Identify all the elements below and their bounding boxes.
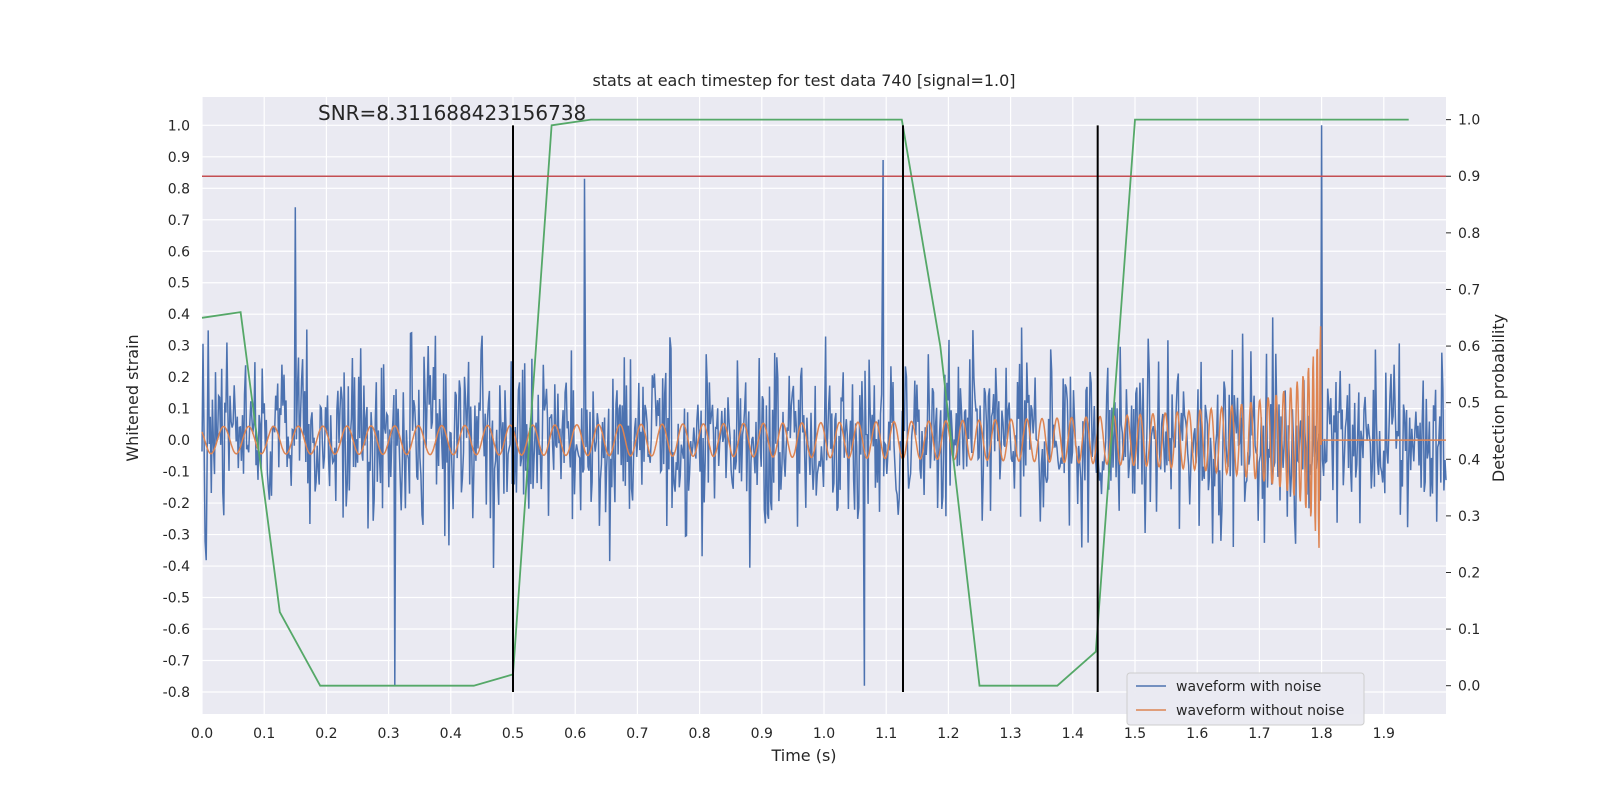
x-axis-label: Time (s): [770, 746, 836, 765]
legend: waveform with noise waveform without noi…: [1126, 672, 1365, 726]
y-right-tick-label: 0.0: [1458, 679, 1480, 695]
y-left-tick-label: 0.0: [168, 433, 190, 449]
x-tick-label: 0.6: [564, 726, 586, 742]
y-left-tick-label: 0.1: [168, 402, 190, 418]
y-left-tick-label: 0.3: [168, 339, 190, 355]
y-right-tick-label: 0.6: [1458, 339, 1480, 355]
x-tick-label: 0.9: [751, 726, 773, 742]
y-right-tick-label: 0.4: [1458, 452, 1480, 468]
chart-title: stats at each timestep for test data 740…: [592, 71, 1015, 90]
x-tick-label: 0.7: [626, 726, 648, 742]
y-right-tick-label: 0.5: [1458, 396, 1480, 412]
x-tick-label: 0.0: [191, 726, 213, 742]
y-right-tick-label: 0.8: [1458, 226, 1480, 242]
y-left-tick-label: 0.9: [168, 150, 190, 166]
x-tick-label: 1.2: [937, 726, 959, 742]
vertical-markers: [512, 125, 1099, 692]
legend-box: [1126, 672, 1365, 726]
y-right-tick-label: 0.7: [1458, 282, 1480, 298]
y-left-tick-label: -0.8: [163, 685, 190, 701]
x-tick-label: 1.7: [1248, 726, 1270, 742]
y-left-axis-label: Whitened strain: [123, 334, 142, 461]
y-left-tick-label: 0.5: [168, 276, 190, 292]
y-left-tick-label: -0.7: [163, 653, 190, 669]
series-line-probability: [201, 118, 1409, 687]
y-right-tick-label: 0.1: [1458, 622, 1480, 638]
y-right-tick-label: 1.0: [1458, 113, 1480, 129]
snr-annotation: SNR=8.311688423156738: [318, 101, 586, 125]
y-left-tick-label: -0.2: [163, 496, 190, 512]
x-tick-label: 0.5: [502, 726, 524, 742]
y-left-tick-label: 0.6: [168, 244, 190, 260]
x-tick-label: 1.6: [1186, 726, 1208, 742]
x-tick-label: 1.1: [875, 726, 897, 742]
legend-label-clean: waveform without noise: [1176, 703, 1344, 719]
y-left-tick-label: 0.4: [168, 307, 190, 323]
y-right-tick-label: 0.3: [1458, 509, 1480, 525]
x-tick-label: 1.9: [1373, 726, 1395, 742]
y-left-tick-label: -0.3: [163, 528, 190, 544]
x-tick-label: 1.0: [813, 726, 835, 742]
y-right-tick-label: 0.9: [1458, 169, 1480, 185]
y-left-tick-label: -0.6: [163, 622, 190, 638]
x-tick-label: 0.2: [315, 726, 337, 742]
y-left-tick-label: 0.8: [168, 181, 190, 197]
y-left-tick-label: -0.1: [163, 465, 190, 481]
y-left-tick-label: 0.2: [168, 370, 190, 386]
series-line-clean: [201, 326, 1446, 548]
x-tick-label: 0.3: [377, 726, 399, 742]
series-waveform-without-noise: [201, 326, 1446, 548]
y-right-axis-label: Detection probability: [1489, 314, 1508, 482]
y-left-tick-label: 1.0: [168, 118, 190, 134]
y-left-tick-label: 0.7: [168, 213, 190, 229]
x-tick-label: 1.4: [1062, 726, 1084, 742]
y-right-axis-ticks: 0.0 0.1 0.2 0.3 0.4 0.5 0.6 0.7 0.8 0.9 1.0: [1446, 113, 1480, 695]
y-left-axis-ticks: -0.8 -0.7 -0.6 -0.5 -0.4 -0.3 -0.2 -0.1 0.0 0.1 0.…: [163, 118, 190, 701]
x-tick-label: 1.8: [1310, 726, 1332, 742]
legend-label-noise: waveform with noise: [1176, 679, 1321, 695]
x-tick-label: 1.5: [1124, 726, 1146, 742]
y-left-tick-label: -0.4: [163, 559, 190, 575]
y-left-tick-label: -0.5: [163, 591, 190, 607]
x-axis-ticks: 0.0 0.1 0.2 0.3 0.4 0.5 0.6 0.7 0.8 0.9 1.0 1.1 1.2 1…: [191, 726, 1395, 742]
x-tick-label: 0.4: [440, 726, 462, 742]
x-tick-label: 0.1: [253, 726, 275, 742]
series-detection-probability: [201, 118, 1409, 687]
x-tick-label: 0.8: [688, 726, 710, 742]
x-tick-label: 1.3: [999, 726, 1021, 742]
y-right-tick-label: 0.2: [1458, 565, 1480, 581]
